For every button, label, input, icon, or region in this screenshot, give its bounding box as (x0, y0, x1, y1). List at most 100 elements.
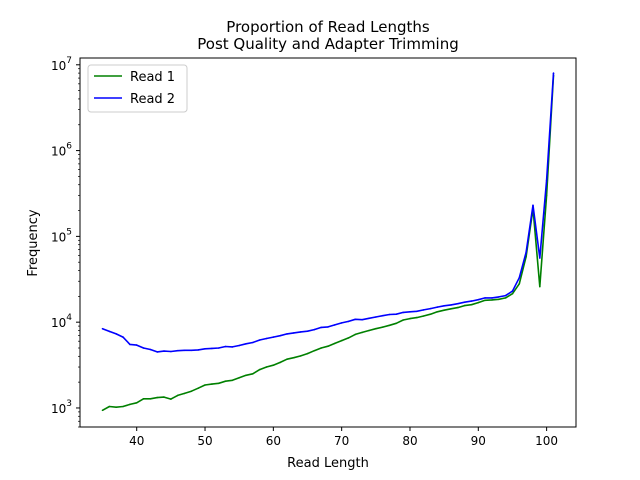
x-tick-label: 60 (266, 434, 281, 448)
data-point (504, 297, 507, 299)
x-tick-label: 80 (402, 434, 417, 448)
data-point (122, 336, 124, 338)
plot-series (101, 72, 555, 412)
data-point (327, 345, 329, 348)
data-point (313, 349, 316, 352)
series-line (102, 75, 555, 412)
data-point (190, 349, 193, 352)
data-point (409, 311, 411, 313)
data-point (545, 179, 548, 182)
data-point (190, 390, 193, 393)
data-point (170, 350, 172, 353)
data-point (525, 251, 527, 254)
data-point (511, 292, 514, 295)
data-point (183, 349, 186, 352)
data-point (539, 285, 541, 288)
data-point (518, 276, 521, 279)
data-point (463, 304, 466, 307)
data-point (491, 297, 493, 299)
data-point (409, 317, 411, 320)
data-point (395, 313, 398, 316)
data-point (545, 194, 548, 197)
data-point (258, 368, 261, 371)
x-tick-label: 40 (129, 434, 144, 448)
data-point (334, 342, 336, 345)
y-tick-exponent: 4 (66, 313, 72, 323)
data-point (217, 347, 220, 349)
y-tick-base: 10 (51, 402, 66, 416)
data-point (368, 329, 370, 332)
data-point (176, 349, 179, 352)
data-point (272, 364, 275, 367)
data-point (101, 327, 104, 330)
data-point (470, 300, 473, 302)
data-point (293, 332, 295, 334)
data-point (327, 326, 329, 328)
data-point (395, 322, 398, 325)
data-point (163, 396, 165, 398)
data-point (135, 344, 138, 346)
data-point (135, 402, 138, 404)
data-point (279, 361, 282, 364)
data-point (347, 337, 350, 339)
data-point (457, 306, 459, 309)
data-point (129, 403, 131, 406)
y-tick-exponent: 7 (66, 56, 72, 66)
data-point (299, 355, 302, 357)
data-point (211, 347, 213, 350)
y-tick-base: 10 (51, 230, 66, 244)
data-point (457, 302, 459, 305)
y-tick-label: 103 (51, 399, 72, 416)
data-point (361, 318, 364, 321)
data-point (334, 324, 336, 326)
legend-label: Read 1 (130, 70, 175, 85)
data-point (388, 313, 391, 316)
data-point (176, 394, 179, 397)
data-point (252, 341, 254, 344)
data-point (470, 303, 473, 306)
data-point (306, 352, 309, 355)
data-point (115, 333, 117, 335)
data-point (279, 334, 282, 337)
data-point (231, 346, 234, 348)
data-point (368, 317, 370, 320)
data-point (354, 333, 357, 336)
data-point (518, 283, 521, 285)
data-point (443, 309, 445, 312)
plot-frame (79, 57, 577, 428)
data-point (252, 373, 254, 375)
data-point (293, 356, 295, 359)
data-point (142, 347, 145, 349)
y-tick-label: 104 (51, 313, 72, 330)
data-point (183, 392, 186, 395)
data-point (245, 343, 247, 345)
data-point (491, 299, 493, 301)
data-point (416, 316, 418, 319)
data-point (115, 406, 117, 409)
data-point (313, 328, 316, 331)
data-point (422, 315, 425, 317)
data-point (436, 306, 439, 308)
data-point (450, 308, 452, 310)
data-point (381, 314, 384, 317)
data-point (211, 383, 213, 385)
y-tick-exponent: 5 (66, 227, 72, 237)
data-point (429, 313, 432, 316)
data-point (224, 380, 227, 383)
data-point (108, 330, 111, 333)
y-axis-label: Frequency (26, 209, 41, 276)
x-tick-label: 100 (535, 434, 558, 448)
data-point (498, 296, 500, 298)
x-axis-ticks: 40 50 60 70 80 90 100 (129, 427, 558, 448)
data-point (422, 309, 425, 311)
y-tick-base: 10 (51, 145, 66, 159)
data-point (245, 374, 247, 377)
data-point (477, 298, 480, 301)
data-point (388, 324, 391, 327)
data-point (101, 409, 104, 412)
data-point (511, 290, 514, 292)
data-point (552, 72, 555, 74)
data-point (320, 347, 323, 349)
